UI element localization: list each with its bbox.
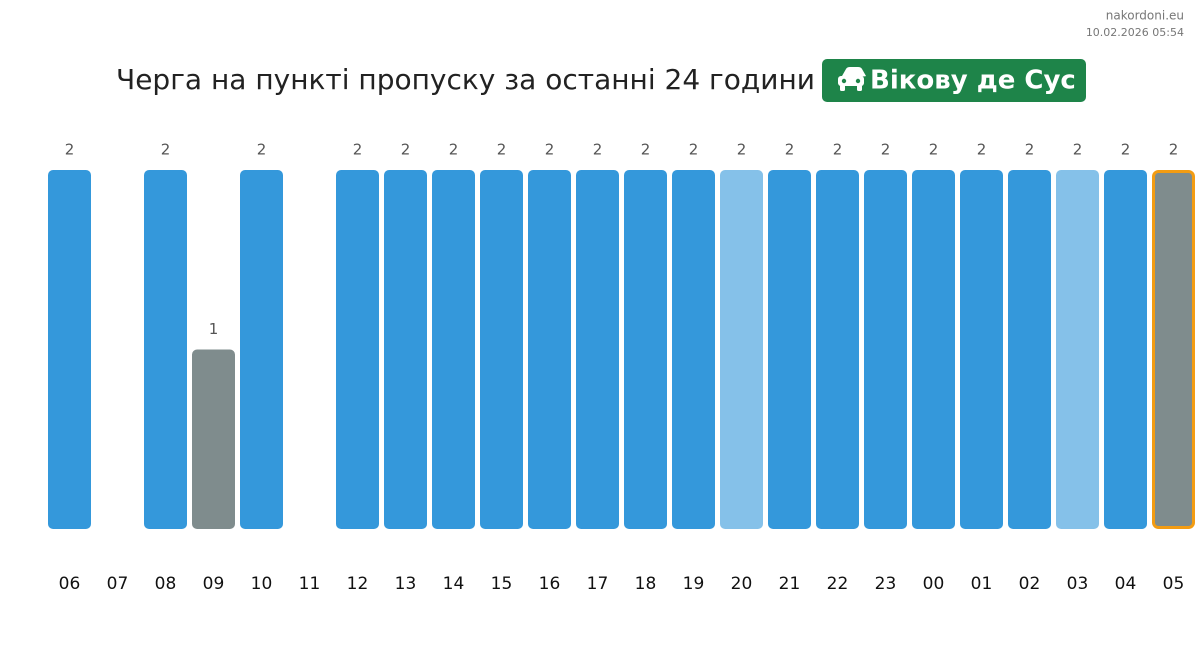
bar <box>624 170 667 529</box>
chart-title: Черга на пункті пропуску за останні 24 г… <box>116 63 815 96</box>
value-label: 2 <box>401 141 411 159</box>
bar <box>576 170 619 529</box>
value-label: 2 <box>257 141 267 159</box>
value-label: 2 <box>785 141 795 159</box>
badge-label: Вікову де Сус <box>870 66 1076 96</box>
x-tick-label: 03 <box>1067 574 1089 594</box>
x-tick-label: 01 <box>971 574 993 594</box>
bar <box>240 170 283 529</box>
value-label: 2 <box>689 141 699 159</box>
timestamp: 10.02.2026 05:54 <box>1086 26 1184 39</box>
value-label: 2 <box>65 141 75 159</box>
car-icon <box>838 67 866 91</box>
value-label: 2 <box>833 141 843 159</box>
x-tick-label: 14 <box>443 574 465 594</box>
value-label: 2 <box>1169 141 1179 159</box>
value-label: 2 <box>545 141 555 159</box>
x-tick-label: 07 <box>107 574 129 594</box>
x-tick-label: 13 <box>395 574 417 594</box>
bar <box>912 170 955 529</box>
bar <box>528 170 571 529</box>
value-label: 2 <box>1121 141 1131 159</box>
value-label: 2 <box>1025 141 1035 159</box>
bar <box>960 170 1003 529</box>
value-label: 2 <box>497 141 507 159</box>
bar <box>816 170 859 529</box>
value-label: 2 <box>161 141 171 159</box>
value-label: 2 <box>1073 141 1083 159</box>
bar <box>48 170 91 529</box>
x-tick-label: 04 <box>1115 574 1137 594</box>
x-tick-label: 23 <box>875 574 897 594</box>
x-tick-label: 09 <box>203 574 225 594</box>
bar <box>144 170 187 529</box>
bar <box>192 349 235 529</box>
x-tick-label: 19 <box>683 574 705 594</box>
x-tick-label: 20 <box>731 574 753 594</box>
bar <box>480 170 523 529</box>
bar <box>384 170 427 529</box>
x-tick-label: 18 <box>635 574 657 594</box>
bar <box>672 170 715 529</box>
value-label: 2 <box>737 141 747 159</box>
value-label: 2 <box>929 141 939 159</box>
badge: Вікову де Сус <box>822 59 1086 102</box>
value-label: 2 <box>353 141 363 159</box>
x-tick-label: 15 <box>491 574 513 594</box>
value-label: 2 <box>593 141 603 159</box>
x-tick-label: 05 <box>1163 574 1185 594</box>
bar <box>336 170 379 529</box>
x-tick-label: 08 <box>155 574 177 594</box>
site-name: nakordoni.eu <box>1106 9 1184 23</box>
bar <box>1008 170 1051 529</box>
bar <box>1056 170 1099 529</box>
bar <box>1152 170 1195 529</box>
value-label: 2 <box>881 141 891 159</box>
bar <box>864 170 907 529</box>
value-label: 1 <box>209 320 219 338</box>
bar <box>1104 170 1147 529</box>
x-tick-label: 17 <box>587 574 609 594</box>
x-tick-label: 06 <box>59 574 81 594</box>
value-label: 2 <box>449 141 459 159</box>
x-tick-label: 10 <box>251 574 273 594</box>
value-label: 2 <box>977 141 987 159</box>
bar <box>768 170 811 529</box>
x-tick-label: 00 <box>923 574 945 594</box>
value-label: 2 <box>641 141 651 159</box>
x-tick-label: 22 <box>827 574 849 594</box>
x-tick-label: 16 <box>539 574 561 594</box>
x-tick-label: 02 <box>1019 574 1041 594</box>
x-tick-label: 11 <box>299 574 321 594</box>
x-tick-label: 12 <box>347 574 369 594</box>
bar <box>432 170 475 529</box>
badge-background <box>822 59 1086 102</box>
bar <box>720 170 763 529</box>
x-tick-label: 21 <box>779 574 801 594</box>
